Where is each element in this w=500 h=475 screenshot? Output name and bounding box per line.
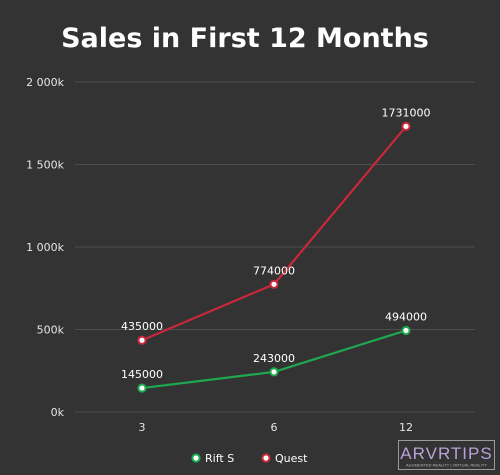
data-point[interactable] [401,121,411,131]
legend-label[interactable]: Rift S [205,452,234,465]
data-point[interactable] [269,279,279,289]
arvrtips-logo: ARVRTIPS AUGMENTED REALITY | VIRTUAL REA… [398,440,495,470]
y-tick-label: 500k [37,324,65,337]
data-label: 145000 [121,368,163,381]
data-label: 243000 [253,352,295,365]
y-tick-label: 2 000k [26,76,64,89]
logo-graphic: ARVRTIPS AUGMENTED REALITY | VIRTUAL REA… [398,440,495,470]
chart-title: Sales in First 12 Months [61,23,429,54]
x-axis: 3 6 12 [139,421,414,434]
data-label: 1731000 [382,106,431,119]
x-tick-label: 3 [139,421,146,434]
y-tick-label: 1 000k [26,241,64,254]
series-line [141,125,407,342]
data-point[interactable] [137,383,147,393]
legend[interactable]: Rift S Quest [191,452,308,465]
series-layer: 145000 243000 494000 435000 774000 1731000 [121,106,431,393]
x-tick-label: 12 [399,421,413,434]
legend-marker[interactable] [191,453,201,463]
data-point[interactable] [137,335,147,345]
legend-label[interactable]: Quest [275,452,308,465]
data-label: 774000 [253,264,295,277]
logo-wordmark: ARVRTIPS [400,444,492,463]
y-axis: 0k 500k 1 000k 1 500k 2 000k [26,76,64,419]
x-tick-label: 6 [271,421,278,434]
data-label: 494000 [385,310,427,323]
data-label: 435000 [121,320,163,333]
legend-marker[interactable] [261,453,271,463]
data-point[interactable] [401,325,411,336]
logo-tagline: AUGMENTED REALITY | VIRTUAL REALITY [406,463,487,468]
y-tick-label: 1 500k [26,159,64,172]
data-point[interactable] [269,367,279,377]
y-tick-label: 0k [51,406,65,419]
